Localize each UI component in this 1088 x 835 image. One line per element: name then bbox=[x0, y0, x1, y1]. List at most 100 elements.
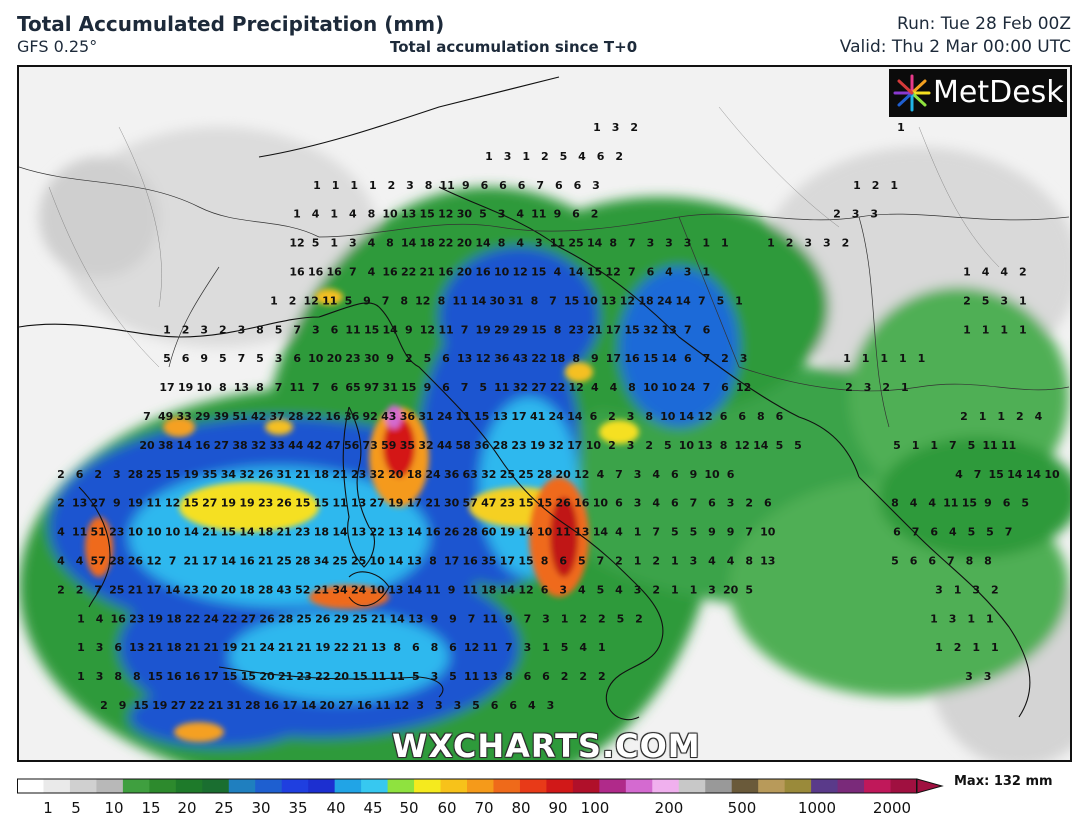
precip-value-label: 25 bbox=[277, 555, 292, 568]
precip-value-label: 39 bbox=[214, 410, 229, 423]
precip-value-label: 35 bbox=[481, 555, 496, 568]
precip-value-label: 73 bbox=[363, 439, 378, 452]
precip-value-label: 12 bbox=[697, 410, 712, 423]
precip-value-label: 51 bbox=[232, 410, 247, 423]
precip-value-label: 3 bbox=[665, 237, 673, 250]
precip-value-label: 8 bbox=[572, 352, 580, 365]
precip-value-label: 5 bbox=[717, 294, 725, 307]
precip-value-label: 8 bbox=[645, 410, 653, 423]
precip-value-label: 3 bbox=[1000, 294, 1008, 307]
precip-value-label: 1 bbox=[671, 583, 679, 596]
precip-value-label: 14 bbox=[383, 323, 399, 336]
precip-value-label: 25 bbox=[146, 468, 161, 481]
precip-value-label: 31 bbox=[227, 699, 242, 712]
precip-value-label: 4 bbox=[57, 526, 65, 539]
precip-value-label: 15 bbox=[474, 410, 489, 423]
colorbar-tick-label: 30 bbox=[251, 799, 271, 817]
precip-value-label: 8 bbox=[628, 381, 636, 394]
precip-value-label: 15 bbox=[401, 381, 416, 394]
precip-value-label: 4 bbox=[615, 583, 623, 596]
precip-value-label: 10 bbox=[370, 583, 386, 596]
precip-value-label: 4 bbox=[1000, 266, 1008, 279]
precip-value-label: 17 bbox=[407, 497, 422, 510]
precip-value-label: 2 bbox=[57, 497, 65, 510]
colorbar-outline bbox=[17, 778, 917, 794]
precip-value-label: 19 bbox=[222, 641, 237, 654]
precip-value-label: 10 bbox=[146, 526, 162, 539]
precip-value-label: 3 bbox=[684, 266, 692, 279]
colorbar-extend-arrow bbox=[916, 778, 944, 794]
precip-value-label: 15 bbox=[364, 323, 379, 336]
precip-value-label: 6 bbox=[684, 352, 692, 365]
precip-value-label: 30 bbox=[364, 352, 380, 365]
precip-value-label: 8 bbox=[256, 323, 264, 336]
precip-value-label: 2 bbox=[591, 208, 599, 221]
precip-value-label: 24 bbox=[549, 410, 565, 423]
precip-value-label: 15 bbox=[564, 294, 579, 307]
precip-value-label: 7 bbox=[349, 266, 357, 279]
precip-value-label: 7 bbox=[382, 294, 390, 307]
precip-value-label: 15 bbox=[531, 323, 546, 336]
precip-value-label: 14 bbox=[568, 266, 584, 279]
precip-value-label: 30 bbox=[457, 208, 473, 221]
precip-value-label: 41 bbox=[530, 410, 545, 423]
precip-value-label: 13 bbox=[388, 583, 403, 596]
precip-value-label: 32 bbox=[643, 323, 658, 336]
precip-value-label: 4 bbox=[615, 526, 623, 539]
colorbar-tick-label: 1 bbox=[43, 799, 53, 817]
precip-value-label: 23 bbox=[351, 468, 366, 481]
precip-value-label: 1 bbox=[593, 121, 601, 134]
precip-value-label: 7 bbox=[94, 583, 102, 596]
precip-value-label: 8 bbox=[541, 555, 549, 568]
precip-value-label: 47 bbox=[481, 497, 496, 510]
precip-value-label: 3 bbox=[870, 208, 878, 221]
precip-value-label: 6 bbox=[541, 583, 549, 596]
precip-value-label: 6 bbox=[572, 208, 580, 221]
precip-value-label: 21 bbox=[314, 583, 329, 596]
precip-value-label: 15 bbox=[241, 670, 256, 683]
colorbar-swatch bbox=[334, 779, 362, 793]
colorbar-tick-label: 200 bbox=[654, 799, 684, 817]
precip-value-label: 10 bbox=[537, 526, 553, 539]
precip-value-label: 27 bbox=[241, 612, 256, 625]
precip-value-label: 14 bbox=[679, 410, 695, 423]
precip-value-label: 10 bbox=[308, 352, 324, 365]
precip-value-label: 22 bbox=[531, 352, 546, 365]
precip-value-label: 6 bbox=[928, 555, 936, 568]
precip-shading bbox=[19, 127, 1070, 760]
precip-value-label: 1 bbox=[330, 237, 338, 250]
precip-value-label: 7 bbox=[698, 294, 706, 307]
precip-value-label: 12 bbox=[438, 208, 453, 221]
precip-value-label: 9 bbox=[431, 612, 439, 625]
precip-value-label: 23 bbox=[500, 497, 515, 510]
colorbar-tick-label: 500 bbox=[727, 799, 757, 817]
precip-value-label: 12 bbox=[620, 294, 635, 307]
colorbar-tick-label: 100 bbox=[580, 799, 610, 817]
colorbar-swatch bbox=[281, 779, 309, 793]
precip-value-label: 5 bbox=[1021, 497, 1029, 510]
precip-value-label: 3 bbox=[238, 323, 246, 336]
precip-value-label: 10 bbox=[370, 555, 386, 568]
colorbar-tick-label: 15 bbox=[141, 799, 161, 817]
precip-value-label: 2 bbox=[1016, 410, 1024, 423]
precip-value-label: 3 bbox=[312, 323, 320, 336]
precip-value-label: 3 bbox=[431, 670, 439, 683]
precip-value-label: 20 bbox=[320, 699, 336, 712]
precip-value-label: 1 bbox=[912, 439, 920, 452]
precip-value-label: 20 bbox=[202, 583, 218, 596]
precip-value-label: 9 bbox=[554, 208, 562, 221]
precip-value-label: 4 bbox=[578, 150, 586, 163]
precip-value-label: 15 bbox=[184, 497, 199, 510]
map-canvas: 1 3 21 3 1 2 5 4 6 21 1 1 1 2 3 8 11 9 6 6 6 7 6 6 31 4 1 4 8 10 13 15 1… bbox=[19, 67, 1070, 760]
precip-value-label: 1 bbox=[972, 641, 980, 654]
colorbar-swatch bbox=[308, 779, 336, 793]
colorbar-swatch bbox=[546, 779, 574, 793]
precip-value-label: 7 bbox=[238, 352, 246, 365]
precip-value-label: 24 bbox=[657, 294, 673, 307]
colorbar bbox=[17, 778, 944, 794]
precip-value-label: 16 bbox=[239, 555, 255, 568]
precip-value-label: 3 bbox=[634, 583, 642, 596]
colorbar-swatch bbox=[175, 779, 203, 793]
precip-value-label: 1 bbox=[767, 237, 775, 250]
precip-value-label: 9 bbox=[591, 352, 599, 365]
